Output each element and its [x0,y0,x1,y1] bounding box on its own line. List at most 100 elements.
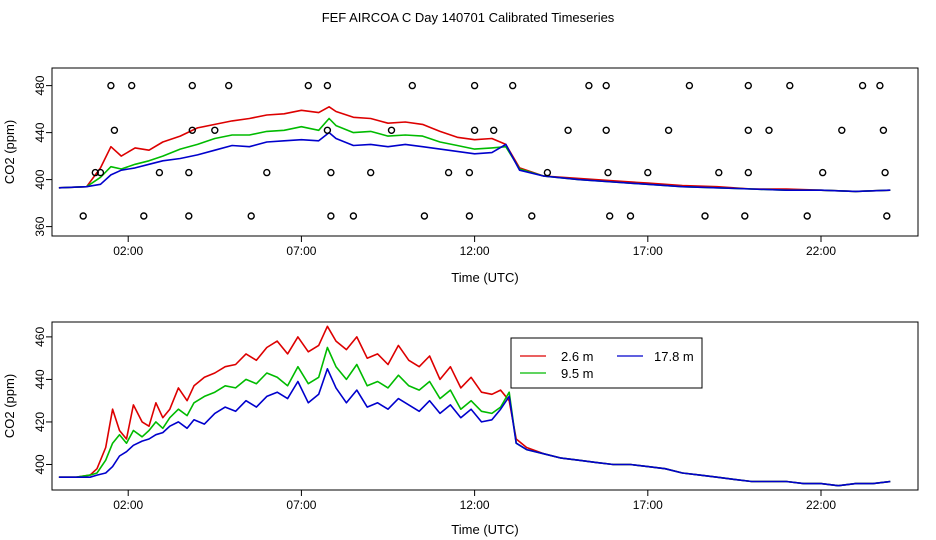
top-plot-frame [51,67,919,237]
top-panel: 02:00 07:00 12:00 17:00 22:00 360 400 440 480 T… [2,67,919,285]
y-tick-label: 420 [33,412,47,432]
bottom-panel: 02:00 07:00 12:00 17:00 22:00 400 420 440 460 T… [2,321,919,537]
marker-point [528,212,536,220]
marker-point [701,212,709,220]
marker-point [79,212,87,220]
marker-point [127,81,136,90]
marker-point [490,126,498,135]
marker-point [465,212,474,220]
marker-point [420,212,429,220]
marker-point [881,168,889,177]
marker-point [188,81,197,90]
marker-point [444,168,453,177]
marker-point [838,126,846,135]
marker-point [349,212,358,220]
marker-point [185,168,193,177]
marker-point [664,126,673,135]
y-tick-label: 440 [33,122,47,142]
marker-point [96,168,105,177]
series-line-0 [58,106,891,193]
series-line-2 [58,367,891,487]
marker-point [304,81,312,90]
top-x-axis-label: Time (UTC) [451,270,518,285]
marker-point [879,126,888,135]
series-line-2 [58,131,891,193]
y-tick-label: 440 [33,369,47,389]
marker-point [883,212,891,220]
marker-point [263,168,271,177]
marker-point [327,168,335,177]
y-tick-label: 480 [33,75,47,95]
marker-point [741,212,749,220]
marker-point [786,81,794,90]
marker-point [327,212,335,220]
marker-point [715,168,723,177]
marker-point [367,168,375,177]
bottom-y-axis-label: CO2 (ppm) [2,374,17,438]
x-tick-label: 17:00 [633,244,663,258]
series-line-1 [58,346,891,487]
marker-point [744,168,752,177]
marker-point [224,81,233,90]
marker-point [876,81,884,90]
legend-box [510,337,703,389]
marker-point [470,81,479,90]
marker-point [387,126,396,135]
x-tick-label: 02:00 [113,498,143,512]
bottom-x-axis-label: Time (UTC) [451,522,518,537]
legend: 2.6 m 9.5 m 17.8 m [510,337,703,389]
y-tick-label: 400 [33,454,47,474]
marker-point [602,126,610,135]
marker-point [323,126,332,135]
figure-title: FEF AIRCOA C Day 140701 Calibrated Times… [322,10,615,25]
marker-point [858,81,867,90]
marker-point [685,81,694,90]
x-tick-label: 07:00 [286,244,316,258]
marker-point [744,81,752,90]
marker-point [602,81,610,90]
legend-label-2-6m: 2.6 m [561,349,594,364]
marker-point [606,212,614,220]
marker-point [211,126,219,135]
top-y-axis: 360 400 440 480 [33,75,52,237]
bottom-y-axis: 400 420 440 460 [33,327,52,474]
y-tick-label: 360 [33,216,47,236]
marker-point [564,126,572,135]
x-tick-label: 02:00 [113,244,143,258]
marker-point [765,126,773,135]
y-tick-label: 400 [33,169,47,189]
marker-point [803,212,811,220]
marker-point [626,212,635,220]
x-tick-label: 12:00 [460,498,490,512]
marker-point [819,168,827,177]
marker-point [408,81,416,90]
x-tick-label: 17:00 [633,498,663,512]
series-line-0 [58,325,891,487]
marker-point [110,126,119,135]
marker-point [91,168,100,177]
marker-point [323,81,332,90]
marker-point [247,212,255,220]
top-marker-points [79,81,891,220]
marker-point [509,81,517,90]
x-tick-label: 22:00 [806,244,836,258]
bottom-series-lines [58,325,891,487]
bottom-plot-frame [51,321,919,491]
x-tick-label: 07:00 [286,498,316,512]
marker-point [465,168,474,177]
marker-point [543,168,552,177]
marker-point [185,212,193,220]
marker-point [644,168,652,177]
bottom-x-axis: 02:00 07:00 12:00 17:00 22:00 [113,490,836,512]
marker-point [744,126,752,135]
marker-point [107,81,115,90]
legend-label-9-5m: 9.5 m [561,366,594,381]
marker-point [470,126,479,135]
marker-point [188,126,197,135]
top-x-axis: 02:00 07:00 12:00 17:00 22:00 [113,236,836,258]
legend-label-17-8m: 17.8 m [654,349,694,364]
top-y-axis-label: CO2 (ppm) [2,120,17,184]
marker-point [140,212,148,220]
y-tick-label: 460 [33,327,47,347]
